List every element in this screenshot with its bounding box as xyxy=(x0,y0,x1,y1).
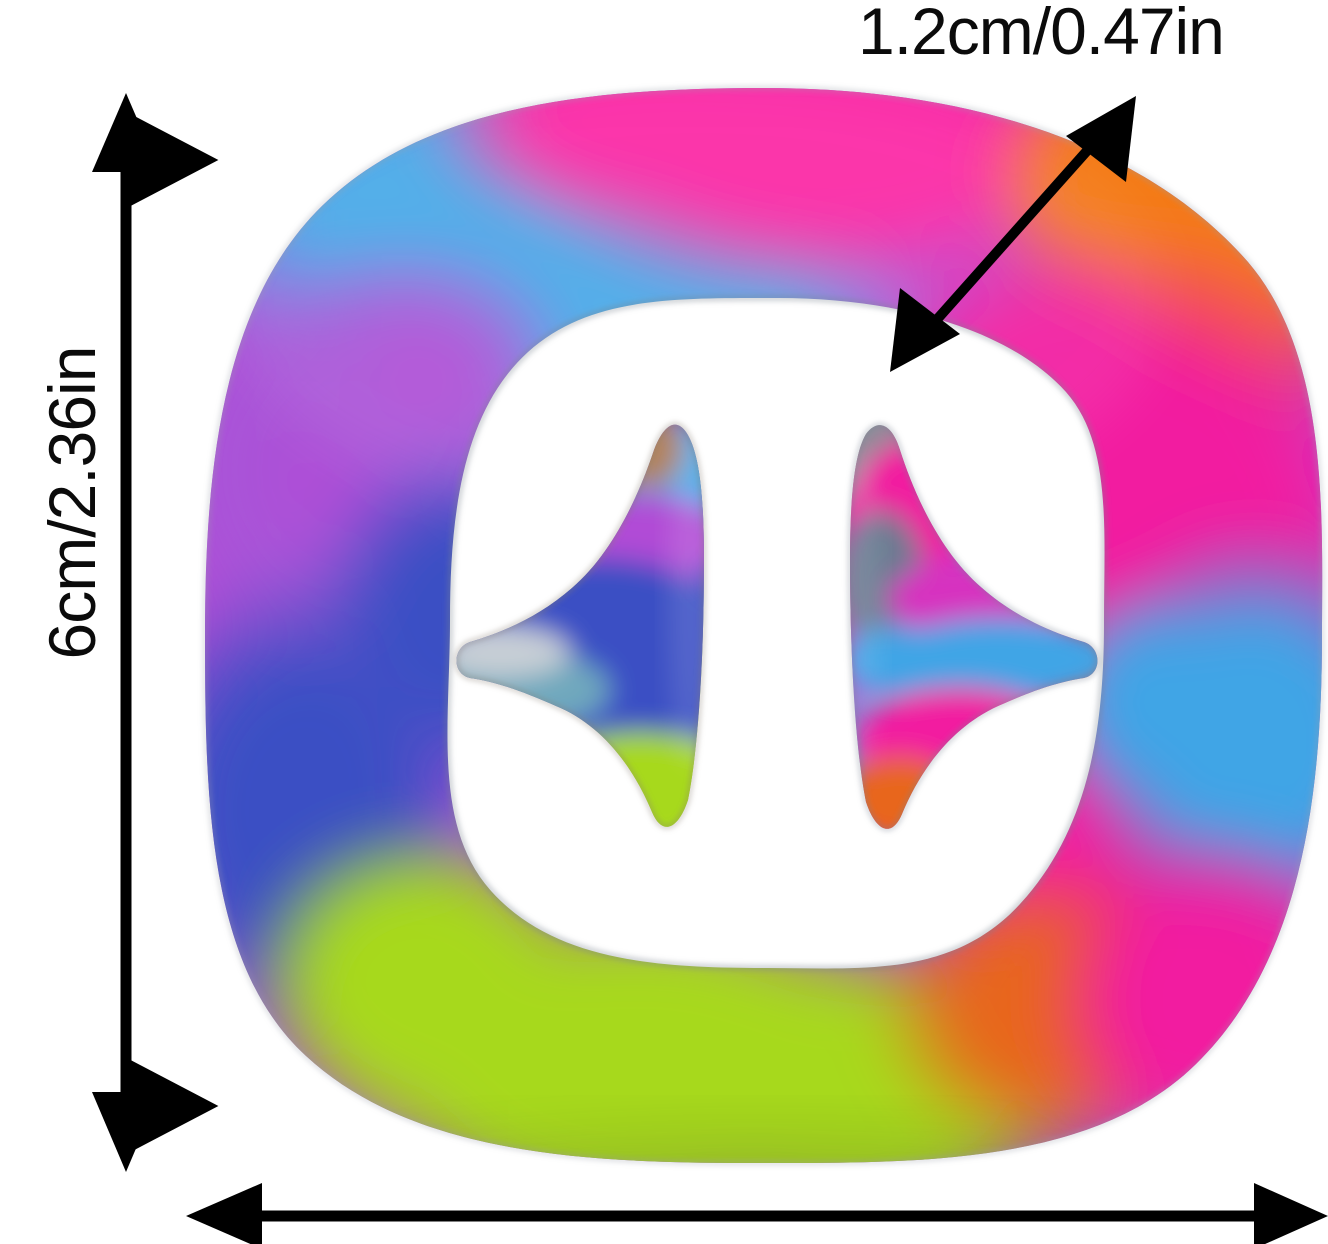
width-dimension-label: 1.2cm/0.47in xyxy=(858,0,1225,68)
height-dimension-label: 6cm/2.36in xyxy=(35,346,109,660)
center-cavity xyxy=(444,295,1108,971)
